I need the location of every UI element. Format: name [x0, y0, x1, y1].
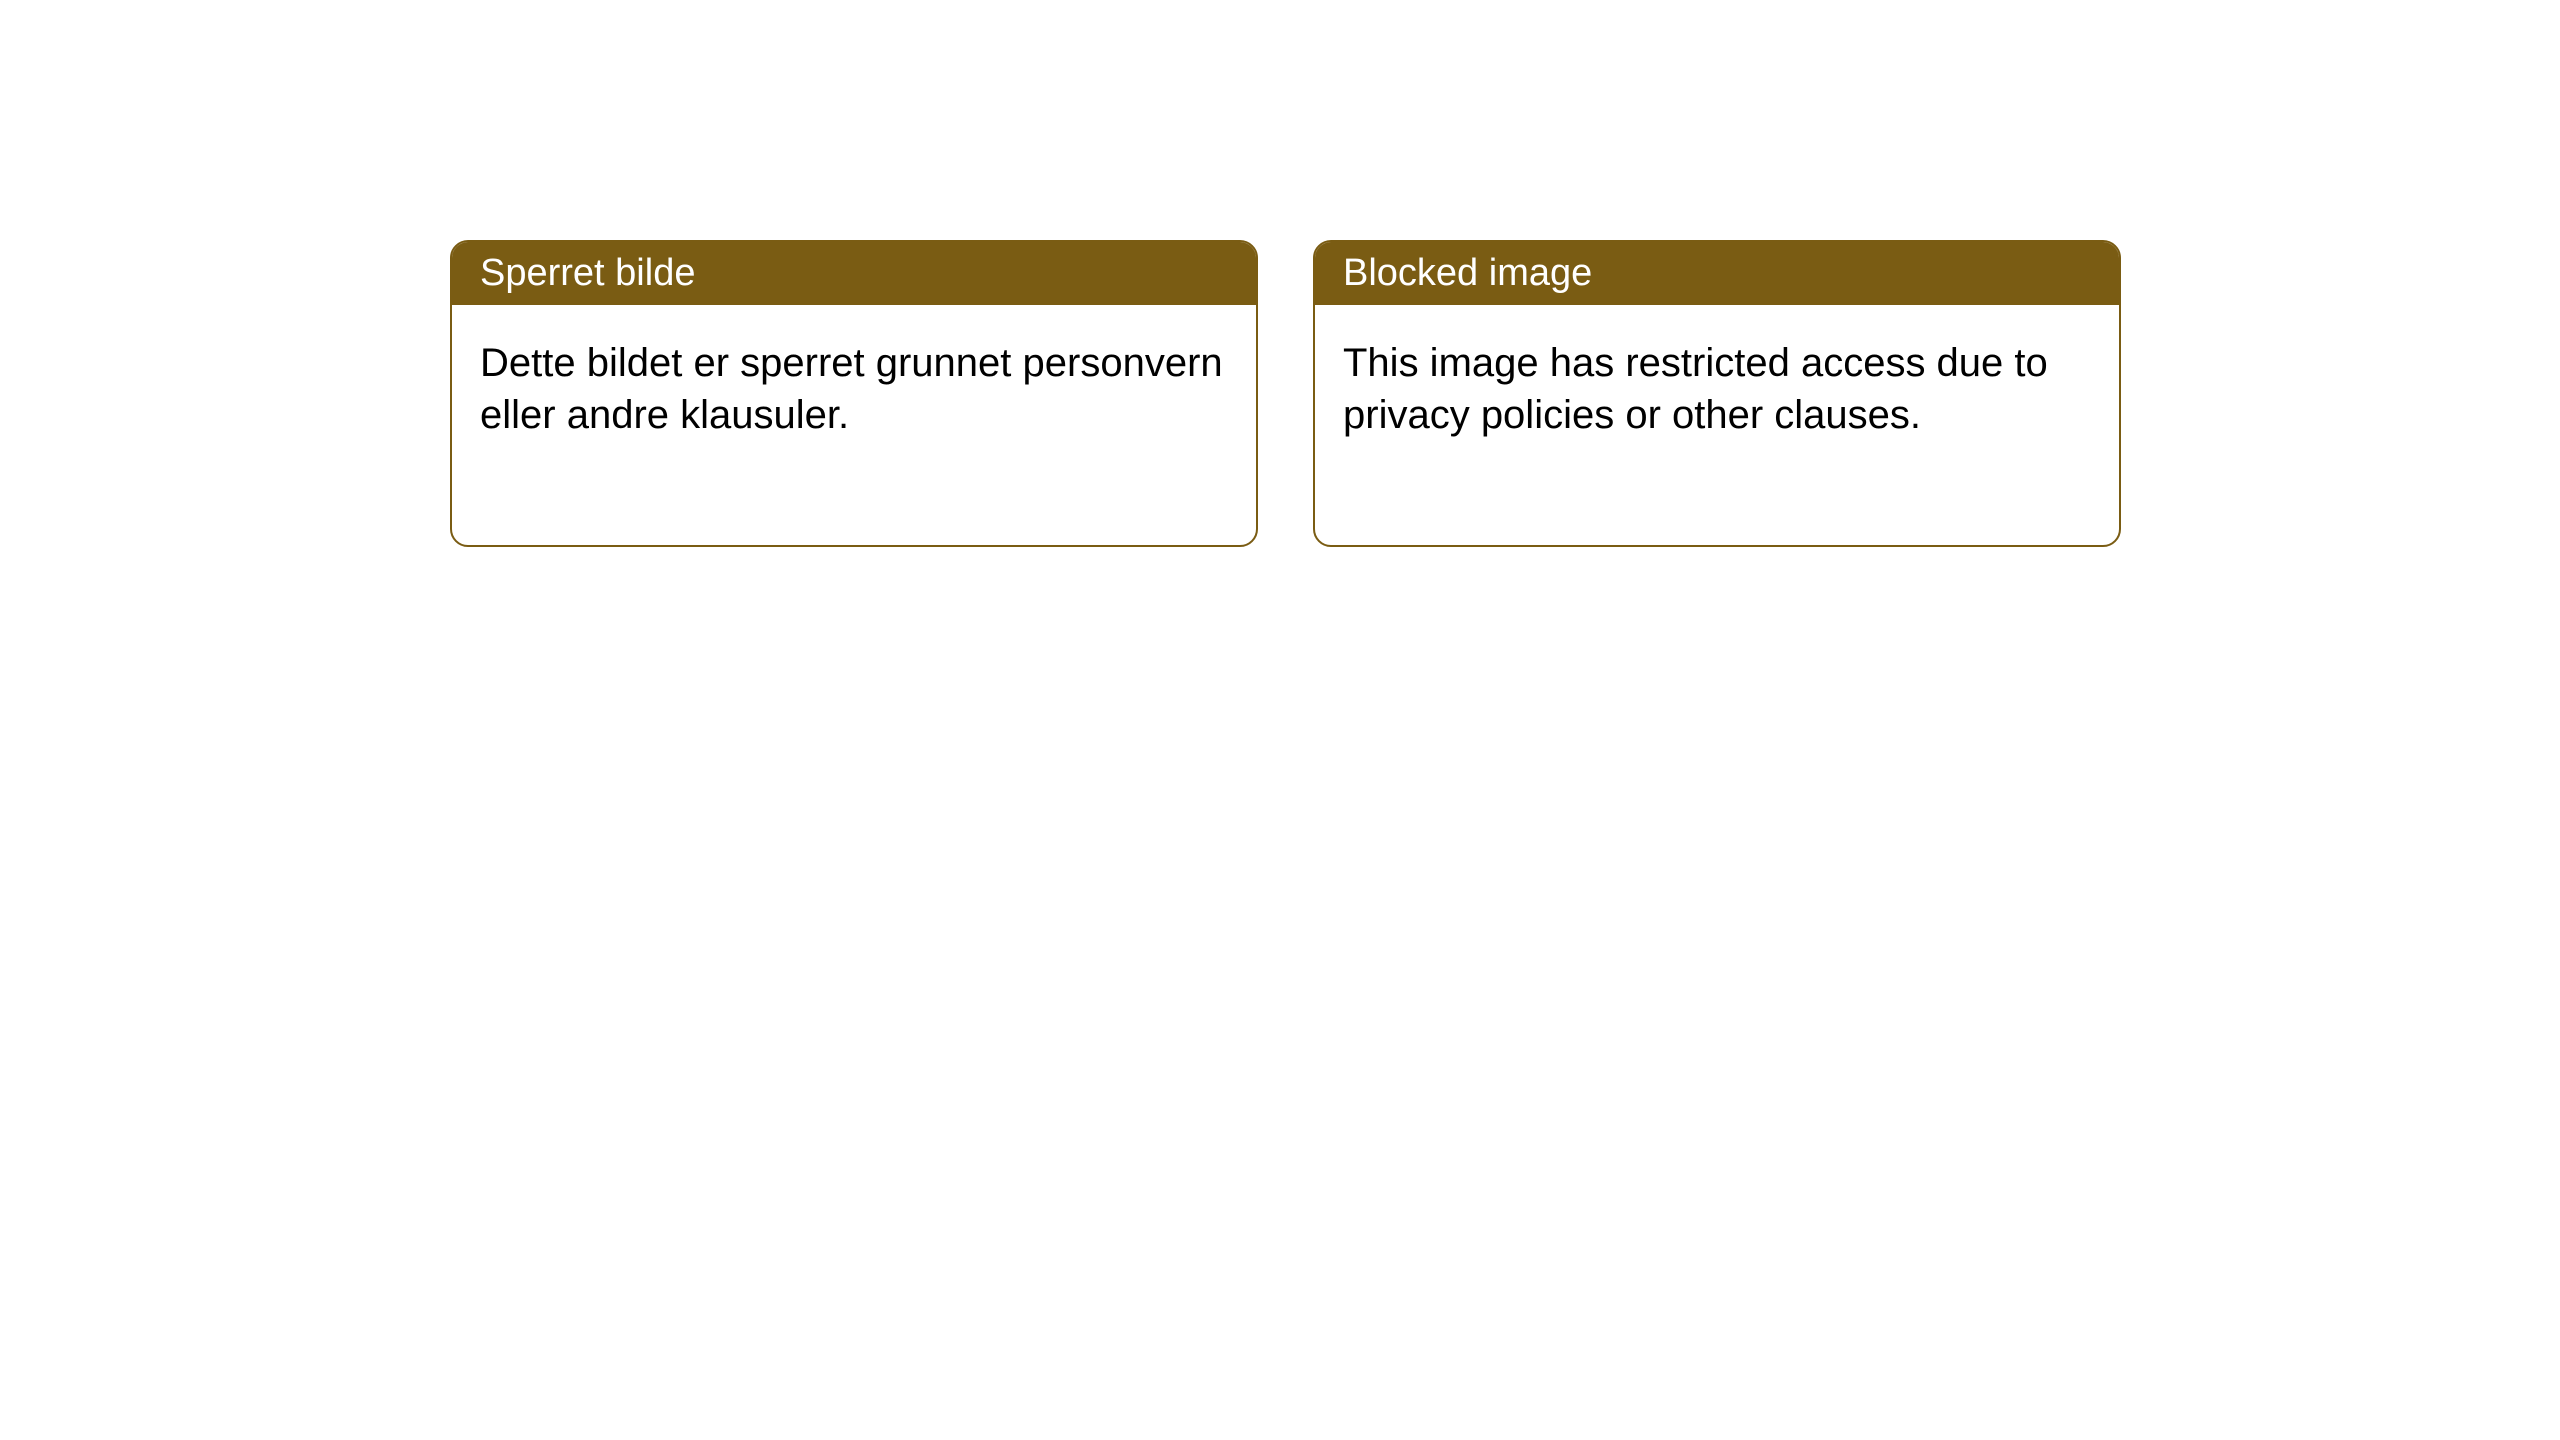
- notice-title-norwegian: Sperret bilde: [452, 242, 1256, 305]
- notice-card-norwegian: Sperret bilde Dette bildet er sperret gr…: [450, 240, 1258, 547]
- notice-body-norwegian: Dette bildet er sperret grunnet personve…: [452, 305, 1256, 545]
- notice-body-english: This image has restricted access due to …: [1315, 305, 2119, 545]
- notice-title-english: Blocked image: [1315, 242, 2119, 305]
- notice-card-english: Blocked image This image has restricted …: [1313, 240, 2121, 547]
- notice-container: Sperret bilde Dette bildet er sperret gr…: [450, 240, 2121, 547]
